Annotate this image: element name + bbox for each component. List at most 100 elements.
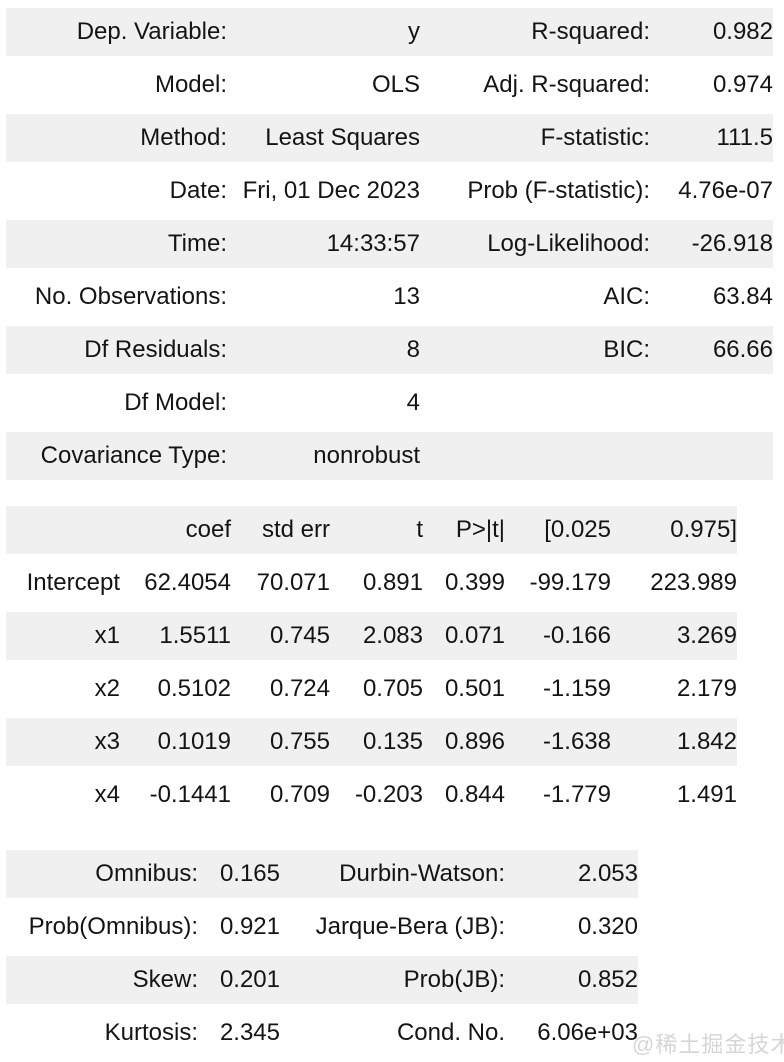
summary-value: 0.982 [650,8,773,56]
coef-value: 0.135 [330,718,423,766]
summary-row-observations: No. Observations: 13 AIC: 63.84 [6,273,773,321]
diag-value: 0.852 [505,956,638,1004]
coef-value: -1.638 [505,718,611,766]
coef-value: -0.166 [505,612,611,660]
watermark: @稀土掘金技术社区 [632,1032,784,1057]
summary-value: 8 [227,326,420,374]
summary-label [420,432,650,480]
coef-value: 2.179 [676,675,737,702]
summary-label: Df Model: [124,389,227,416]
coef-value: 62.4054 [144,569,231,596]
coef-header-ci-high: 0.975] [611,506,737,554]
coef-value: -99.179 [529,569,611,596]
summary-row-time: Time: 14:33:57 Log-Likelihood: -26.918 [6,220,773,268]
diag-value: 2.345 [219,1019,280,1046]
summary-label: Covariance Type: [6,432,227,480]
summary-label: Prob (F-statistic): [467,177,650,204]
coef-header-row: coef std err t P>|t| [0.025 0.975] [6,506,737,554]
summary-row-method: Method: Least Squares F-statistic: 111.5 [6,114,773,162]
coef-row-x4: x4 -0.1441 0.709 -0.203 0.844 -1.779 1.4… [6,771,737,819]
summary-value: -26.918 [650,220,773,268]
summary-row-covariance-type: Covariance Type: nonrobust [6,432,773,480]
coef-value: 1.842 [611,718,737,766]
coef-value: -0.1441 [149,781,231,808]
coef-row-name: Intercept [26,569,120,596]
summary-label: Time: [6,220,227,268]
diag-label: Cond. No. [396,1019,505,1046]
coef-value: 0.5102 [157,675,231,702]
coef-header-std-err: std err [231,506,330,554]
coefficients-table: coef std err t P>|t| [0.025 0.975] Inter… [6,501,737,824]
diag-label: Durbin-Watson: [280,850,505,898]
summary-row-model: Model: OLS Adj. R-squared: 0.974 [6,61,773,109]
coef-value: 0.705 [362,675,423,702]
diag-row-skew: Skew: 0.201 Prob(JB): 0.852 [6,956,638,1004]
summary-value: 111.5 [650,114,773,162]
diag-label: Jarque-Bera (JB): [315,913,505,940]
summary-label [420,379,650,427]
coef-row-intercept: Intercept 62.4054 70.071 0.891 0.399 -99… [6,559,737,607]
coef-value: 1.491 [676,781,737,808]
coef-value: 0.891 [362,569,423,596]
diag-row-prob-omnibus: Prob(Omnibus): 0.921 Jarque-Bera (JB): 0… [6,903,638,951]
summary-label: Log-Likelihood: [420,220,650,268]
coef-header-blank [6,506,120,554]
diagnostics-table: Omnibus: 0.165 Durbin-Watson: 2.053 Prob… [6,845,638,1062]
coef-value: 0.844 [444,781,505,808]
summary-value: y [227,8,420,56]
coef-value: 0.745 [231,612,330,660]
summary-label: No. Observations: [34,283,227,310]
coef-value: 223.989 [650,569,737,596]
summary-value [650,432,773,480]
summary-label: Method: [6,114,227,162]
coef-header-ci-low: [0.025 [505,506,611,554]
summary-row-df-residuals: Df Residuals: 8 BIC: 66.66 [6,326,773,374]
summary-label: Model: [154,71,227,98]
ols-summary-page: { "colors": { "stripe": "#f0f0f0", "text… [0,3,784,1057]
summary-value: 4 [406,389,420,416]
coef-value: -1.159 [542,675,611,702]
coef-value: 0.071 [423,612,505,660]
summary-value: 13 [393,283,420,310]
summary-label: R-squared: [420,8,650,56]
summary-row-dep-variable: Dep. Variable: y R-squared: 0.982 [6,8,773,56]
summary-label: Df Residuals: [6,326,227,374]
summary-value: Fri, 01 Dec 2023 [242,177,420,204]
diag-value: 2.053 [505,850,638,898]
coef-value: 0.755 [231,718,330,766]
diag-value: 0.165 [198,850,280,898]
coef-value: 0.399 [444,569,505,596]
summary-value: Least Squares [227,114,420,162]
coef-value: 2.083 [330,612,423,660]
summary-label: BIC: [420,326,650,374]
coef-value: 0.724 [269,675,330,702]
summary-value: OLS [371,71,420,98]
summary-label: Dep. Variable: [6,8,227,56]
summary-label: F-statistic: [420,114,650,162]
summary-value: nonrobust [227,432,420,480]
summary-value: 66.66 [650,326,773,374]
diag-label: Kurtosis: [104,1019,198,1046]
summary-row-df-model: Df Model: 4 [6,379,773,427]
summary-label: Adj. R-squared: [483,71,650,98]
diag-value: 0.921 [219,913,280,940]
coef-value: 1.5511 [120,612,231,660]
summary-value: 4.76e-07 [678,177,773,204]
coef-value: 0.501 [444,675,505,702]
summary-value [650,379,773,427]
summary-row-date: Date: Fri, 01 Dec 2023 Prob (F-statistic… [6,167,773,215]
coef-row-name: x1 [6,612,120,660]
diag-row-kurtosis: Kurtosis: 2.345 Cond. No. 6.06e+03 [6,1009,638,1057]
diag-value: 0.320 [577,913,638,940]
coef-header-t: t [330,506,423,554]
coef-header-coef: coef [120,506,231,554]
diag-row-omnibus: Omnibus: 0.165 Durbin-Watson: 2.053 [6,850,638,898]
coef-value: 0.709 [269,781,330,808]
diag-label: Prob(Omnibus): [28,913,198,940]
coef-value: 0.1019 [120,718,231,766]
coef-row-x2: x2 0.5102 0.724 0.705 0.501 -1.159 2.179 [6,665,737,713]
summary-value: 63.84 [712,283,773,310]
coef-value: -1.779 [542,781,611,808]
coef-row-name: x2 [94,675,120,702]
coef-value: 0.896 [423,718,505,766]
